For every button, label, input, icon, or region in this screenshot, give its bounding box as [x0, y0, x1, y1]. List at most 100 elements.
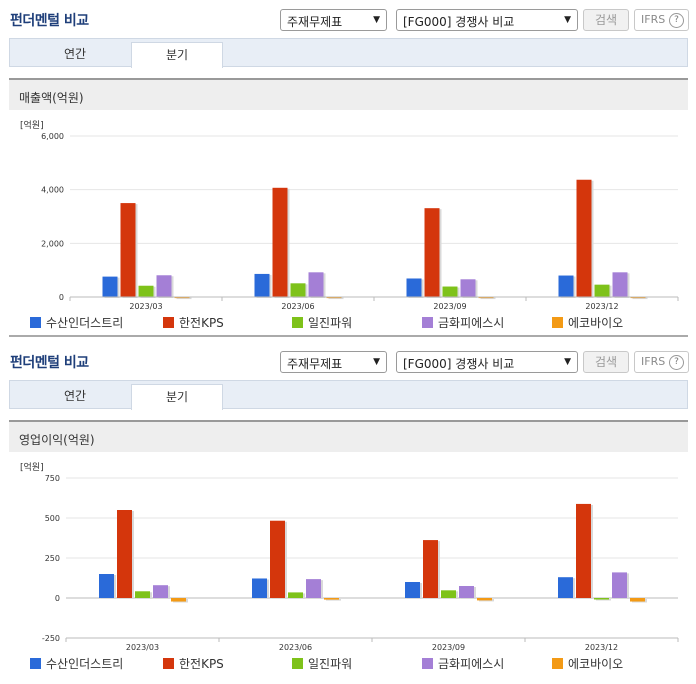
bar-shadow — [328, 297, 344, 300]
period-tabs: 연간 분기 — [9, 380, 688, 410]
legend-label: 에코바이오 — [568, 316, 624, 330]
panel-title: 펀더멘털 비교 — [10, 13, 89, 29]
legend-label: 한전KPS — [179, 657, 224, 671]
bar — [630, 598, 645, 602]
x-tick-label: 2023/06 — [279, 643, 312, 652]
legend-item[interactable]: 일진파워 — [292, 314, 352, 331]
legend-label: 수산인더스트리 — [46, 657, 124, 671]
x-tick-label: 2023/09 — [433, 302, 466, 311]
legend-swatch — [30, 317, 41, 328]
x-tick-label: 2023/09 — [432, 643, 465, 652]
panel-header: 펀더멘털 비교 주재무제표 ▼ [FG000] 경쟁사 비교 ▼ 검색 IFRS… — [0, 342, 696, 380]
group-select[interactable]: [FG000] 경쟁사 비교 ▼ — [396, 9, 578, 31]
bar — [171, 598, 186, 602]
legend-label: 수산인더스트리 — [46, 316, 124, 330]
y-tick-label: -250 — [42, 634, 60, 643]
legend-item[interactable]: 에코바이오 — [552, 314, 623, 331]
tab-annual[interactable]: 연간 — [63, 47, 87, 61]
bar — [576, 503, 591, 598]
bar — [306, 579, 321, 598]
ifrs-label: IFRS — [641, 13, 666, 26]
tab-quarterly[interactable]: 분기 — [131, 42, 223, 68]
legend-item[interactable]: 금화피에스시 — [422, 314, 504, 331]
chart-legend: 수산인더스트리 한전KPS 일진파워 금화피에스시 에코바이오 — [30, 314, 690, 330]
search-button[interactable]: 검색 — [583, 351, 629, 373]
statement-select[interactable]: 주재무제표 ▼ — [280, 351, 387, 373]
legend-swatch — [163, 658, 174, 669]
bar — [406, 278, 422, 297]
bar — [405, 582, 420, 598]
bar — [459, 586, 474, 598]
bar-shadow — [480, 297, 496, 300]
bar — [99, 574, 114, 598]
bar-shadow — [176, 297, 192, 300]
legend-item[interactable]: 일진파워 — [292, 655, 352, 672]
y-tick-label: 500 — [45, 514, 60, 523]
search-button[interactable]: 검색 — [583, 9, 629, 31]
y-tick-label: 750 — [45, 474, 60, 483]
ifrs-button[interactable]: IFRS ? — [634, 351, 689, 373]
bar — [308, 272, 324, 297]
panel-operating-income: 펀더멘털 비교 주재무제표 ▼ [FG000] 경쟁사 비교 ▼ 검색 IFRS… — [0, 342, 696, 684]
bar — [156, 275, 172, 297]
section-title: 영업이익(억원) — [9, 420, 688, 452]
bar — [288, 592, 303, 598]
y-tick-label: 4,000 — [41, 186, 64, 195]
legend-label: 금화피에스시 — [438, 657, 505, 671]
help-icon: ? — [669, 13, 684, 28]
tab-quarterly[interactable]: 분기 — [131, 384, 223, 410]
legend-swatch — [552, 658, 563, 669]
legend-swatch — [422, 317, 433, 328]
tab-annual[interactable]: 연간 — [63, 389, 87, 403]
period-tabs: 연간 분기 — [9, 38, 688, 68]
panel-title: 펀더멘털 비교 — [10, 355, 89, 371]
legend-item[interactable]: 금화피에스시 — [422, 655, 504, 672]
y-tick-label: 0 — [55, 594, 60, 603]
ifrs-button[interactable]: IFRS ? — [634, 9, 689, 31]
legend-label: 에코바이오 — [568, 657, 624, 671]
panel-divider — [9, 335, 688, 337]
x-tick-label: 2023/03 — [129, 302, 162, 311]
bar — [138, 285, 154, 297]
statement-select-value: 주재무제표 — [287, 15, 343, 29]
bar — [594, 284, 610, 297]
legend-item[interactable]: 에코바이오 — [552, 655, 623, 672]
legend-item[interactable]: 한전KPS — [163, 655, 224, 672]
sales-chart: 0 2,000 4,000 6,000 2023/03 2023/06 2023/09 202… — [41, 132, 679, 311]
legend-swatch — [552, 317, 563, 328]
bar — [558, 577, 573, 598]
y-tick-label: 2,000 — [41, 239, 64, 248]
legend-swatch — [163, 317, 174, 328]
bar — [324, 598, 339, 600]
panel-sales: 펀더멘털 비교 주재무제표 ▼ [FG000] 경쟁사 비교 ▼ 검색 IFRS… — [0, 0, 696, 340]
bar-shadow — [326, 599, 341, 601]
bar-shadow — [596, 599, 611, 601]
x-tick-label: 2023/06 — [281, 302, 314, 311]
bar — [120, 203, 136, 297]
legend-label: 금화피에스시 — [438, 316, 505, 330]
legend-label: 일진파워 — [308, 657, 353, 671]
group-select-value: [FG000] 경쟁사 비교 — [403, 15, 515, 29]
bar — [252, 578, 267, 598]
legend-item[interactable]: 수산인더스트리 — [30, 655, 123, 672]
group-select[interactable]: [FG000] 경쟁사 비교 ▼ — [396, 351, 578, 373]
bar — [153, 585, 168, 598]
statement-select[interactable]: 주재무제표 ▼ — [280, 9, 387, 31]
panel-header: 펀더멘털 비교 주재무제표 ▼ [FG000] 경쟁사 비교 ▼ 검색 IFRS… — [0, 0, 696, 38]
bar — [290, 283, 306, 297]
x-tick-label: 2023/12 — [585, 302, 618, 311]
legend-item[interactable]: 한전KPS — [163, 314, 224, 331]
bar — [460, 279, 476, 297]
chevron-down-icon: ▼ — [564, 15, 571, 25]
legend-swatch — [292, 658, 303, 669]
chevron-down-icon: ▼ — [373, 15, 380, 25]
bar — [612, 572, 627, 598]
legend-swatch — [30, 658, 41, 669]
x-tick-label: 2023/12 — [585, 643, 618, 652]
y-unit-label: [억원] — [20, 121, 44, 131]
help-icon: ? — [669, 355, 684, 370]
legend-item[interactable]: 수산인더스트리 — [30, 314, 123, 331]
bar — [102, 276, 118, 297]
bar — [576, 179, 592, 297]
bar — [424, 208, 440, 297]
